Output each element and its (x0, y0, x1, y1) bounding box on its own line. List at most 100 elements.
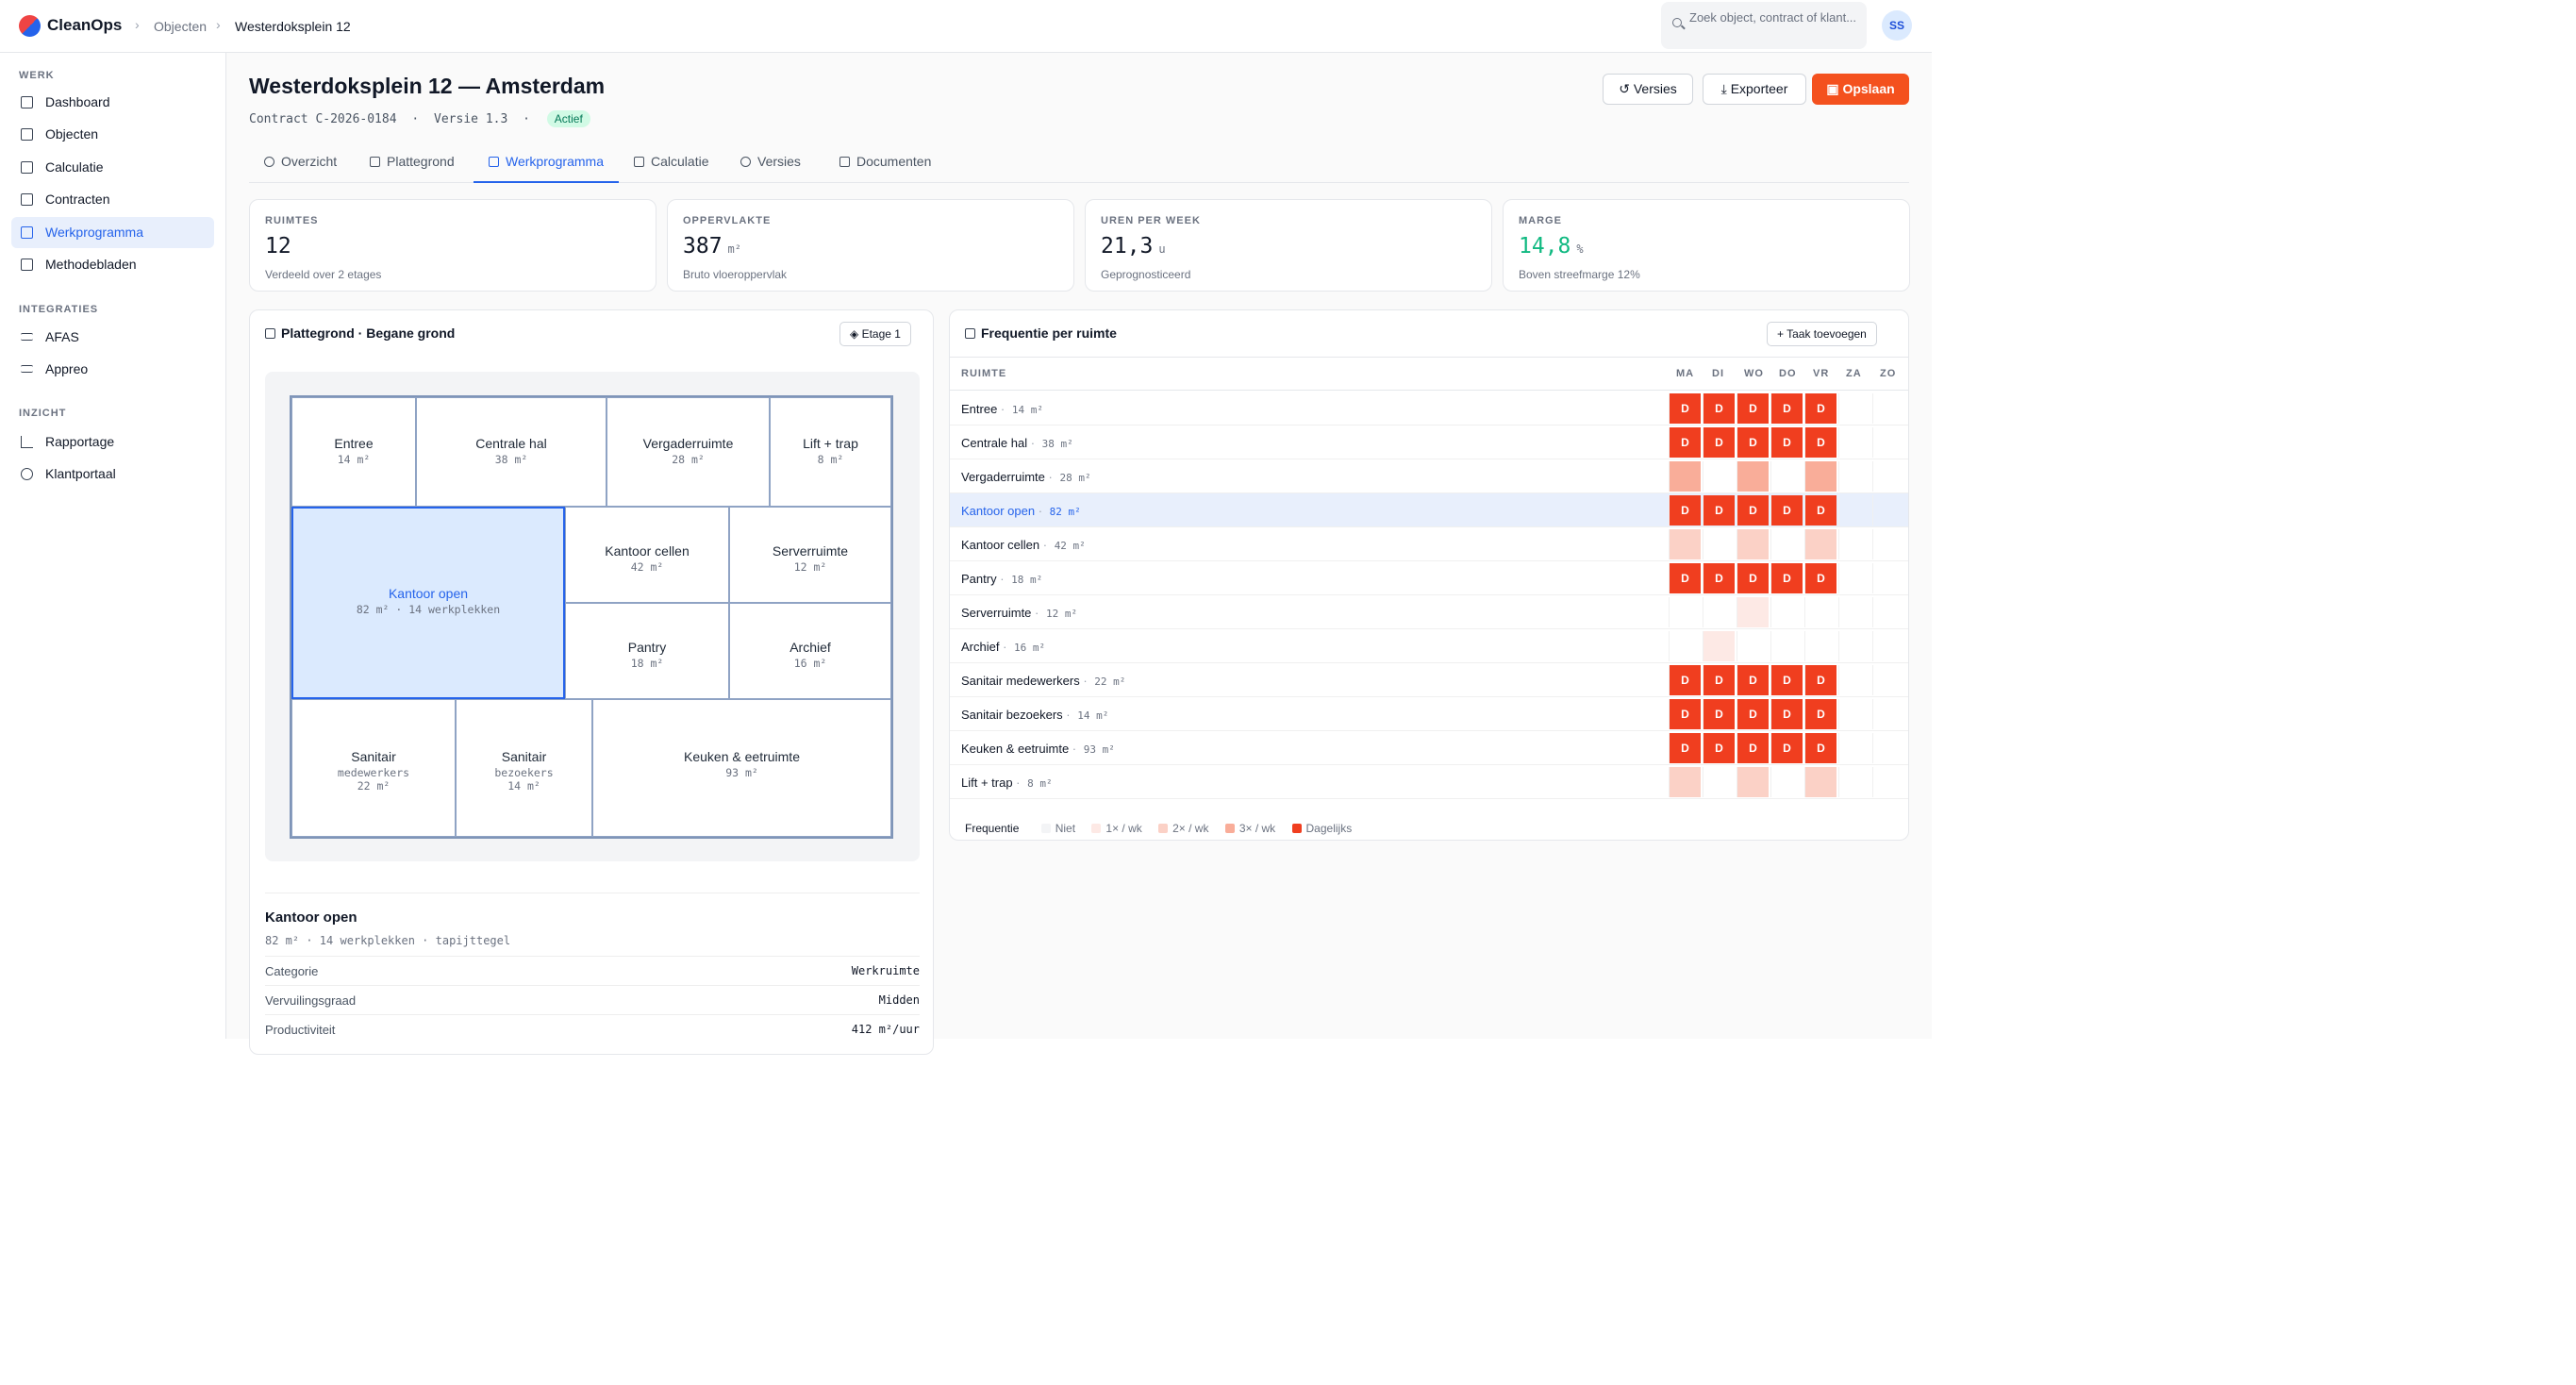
frequency-cell[interactable] (1838, 563, 1870, 593)
frequency-cell[interactable]: D (1669, 495, 1701, 526)
frequency-cell[interactable] (1872, 767, 1904, 797)
export-button[interactable]: ⤓ Exporteer (1703, 74, 1806, 105)
frequency-cell[interactable] (1838, 665, 1870, 695)
frequency-cell[interactable]: D (1804, 699, 1836, 729)
frequency-cell[interactable]: D (1737, 665, 1769, 695)
frequency-cell[interactable] (1703, 631, 1735, 661)
frequency-cell[interactable]: D (1703, 495, 1735, 526)
sidebar-item-methodebladen[interactable]: Methodebladen (11, 249, 214, 280)
frequency-cell[interactable]: D (1770, 495, 1803, 526)
frequency-cell[interactable] (1872, 427, 1904, 458)
frequency-cell[interactable] (1872, 733, 1904, 763)
frequency-cell[interactable]: D (1804, 733, 1836, 763)
frequency-cell[interactable] (1737, 461, 1769, 492)
frequency-cell[interactable] (1804, 529, 1836, 559)
frequency-cell[interactable] (1838, 393, 1870, 424)
frequency-cell[interactable] (1838, 733, 1870, 763)
frequency-cell[interactable]: D (1770, 733, 1803, 763)
frequency-cell[interactable]: D (1703, 665, 1735, 695)
frequency-row[interactable]: Centrale hal · 38 m² D D D D D (950, 426, 1908, 459)
search-box[interactable]: Zoek object, contract of klant... (1661, 2, 1867, 49)
frequency-cell[interactable] (1838, 495, 1870, 526)
frequency-cell[interactable] (1804, 767, 1836, 797)
sidebar-item-objecten[interactable]: Objecten (11, 119, 214, 150)
frequency-cell[interactable]: D (1737, 733, 1769, 763)
frequency-cell[interactable] (1770, 529, 1803, 559)
frequency-cell[interactable] (1669, 461, 1701, 492)
tab-calculatie[interactable]: Calculatie (619, 143, 723, 183)
room-lift-trap[interactable]: Lift + trap 8 m² (770, 397, 891, 507)
floor-selector-button[interactable]: ◈ Etage 1 (839, 322, 911, 346)
frequency-cell[interactable] (1737, 529, 1769, 559)
sidebar-item-appreo[interactable]: Appreo (11, 354, 214, 385)
frequency-cell[interactable]: D (1669, 563, 1701, 593)
tab-versies[interactable]: Versies (725, 143, 816, 183)
frequency-cell[interactable]: D (1804, 393, 1836, 424)
frequency-cell[interactable] (1838, 427, 1870, 458)
frequency-cell[interactable] (1804, 597, 1836, 627)
frequency-cell[interactable] (1872, 597, 1904, 627)
frequency-row[interactable]: Archief · 16 m² (950, 629, 1908, 663)
frequency-cell[interactable]: D (1737, 393, 1769, 424)
frequency-cell[interactable] (1804, 631, 1836, 661)
room-serverruimte[interactable]: Serverruimte 12 m² (729, 507, 891, 603)
frequency-cell[interactable]: D (1770, 665, 1803, 695)
frequency-row[interactable]: Vergaderruimte · 28 m² (950, 459, 1908, 493)
sidebar-item-dashboard[interactable]: Dashboard (11, 87, 214, 118)
frequency-cell[interactable]: D (1669, 393, 1701, 424)
user-avatar[interactable]: SS (1882, 10, 1912, 41)
frequency-row[interactable]: Kantoor cellen · 42 m² (950, 527, 1908, 561)
frequency-row[interactable]: Serverruimte · 12 m² (950, 595, 1908, 629)
frequency-cell[interactable]: D (1669, 665, 1701, 695)
frequency-cell[interactable] (1872, 461, 1904, 492)
frequency-cell[interactable] (1703, 529, 1735, 559)
frequency-cell[interactable] (1838, 699, 1870, 729)
frequency-cell[interactable] (1838, 767, 1870, 797)
frequency-cell[interactable] (1737, 767, 1769, 797)
frequency-cell[interactable] (1669, 529, 1701, 559)
sidebar-item-afas[interactable]: AFAS (11, 322, 214, 353)
frequency-cell[interactable] (1703, 461, 1735, 492)
versions-button[interactable]: ↺ Versies (1603, 74, 1693, 105)
frequency-cell[interactable]: D (1669, 699, 1701, 729)
cleanops-logo-icon[interactable] (19, 15, 41, 37)
save-button[interactable]: ▣ Opslaan (1812, 74, 1909, 105)
frequency-cell[interactable] (1737, 631, 1769, 661)
room-pantry[interactable]: Pantry 18 m² (565, 603, 729, 699)
frequency-cell[interactable]: D (1804, 665, 1836, 695)
frequency-cell[interactable] (1838, 597, 1870, 627)
frequency-cell[interactable]: D (1703, 427, 1735, 458)
frequency-cell[interactable]: D (1770, 699, 1803, 729)
frequency-row[interactable]: Kantoor open · 82 m² D D D D D (950, 493, 1908, 527)
frequency-cell[interactable]: D (1703, 393, 1735, 424)
frequency-cell[interactable]: D (1737, 427, 1769, 458)
search-input[interactable]: Zoek object, contract of klant... (1689, 10, 1857, 25)
frequency-cell[interactable] (1770, 631, 1803, 661)
frequency-cell[interactable] (1804, 461, 1836, 492)
frequency-cell[interactable]: D (1703, 563, 1735, 593)
sidebar-item-rapportage[interactable]: Rapportage (11, 426, 214, 458)
frequency-cell[interactable] (1669, 631, 1701, 661)
frequency-cell[interactable] (1770, 461, 1803, 492)
frequency-cell[interactable] (1872, 665, 1904, 695)
room-kantoor-open[interactable]: Kantoor open 82 m² · 14 werkplekken (291, 507, 565, 699)
room-vergaderruimte[interactable]: Vergaderruimte 28 m² (607, 397, 770, 507)
frequency-cell[interactable]: D (1737, 495, 1769, 526)
frequency-cell[interactable] (1737, 597, 1769, 627)
frequency-cell[interactable] (1770, 597, 1803, 627)
room-kantoor-cellen[interactable]: Kantoor cellen 42 m² (565, 507, 729, 603)
frequency-cell[interactable]: D (1770, 427, 1803, 458)
frequency-cell[interactable]: D (1669, 427, 1701, 458)
tab-overzicht[interactable]: Overzicht (249, 143, 352, 183)
frequency-cell[interactable]: D (1737, 699, 1769, 729)
frequency-cell[interactable]: D (1703, 733, 1735, 763)
app-name[interactable]: CleanOps (47, 16, 123, 34)
frequency-cell[interactable] (1838, 631, 1870, 661)
frequency-cell[interactable] (1703, 597, 1735, 627)
frequency-row[interactable]: Entree · 14 m² D D D D D (950, 392, 1908, 426)
frequency-row[interactable]: Sanitair bezoekers · 14 m² D D D D D (950, 697, 1908, 731)
frequency-cell[interactable]: D (1804, 563, 1836, 593)
frequency-cell[interactable] (1872, 563, 1904, 593)
frequency-cell[interactable]: D (1770, 563, 1803, 593)
room-sanitair-medewerkers[interactable]: Sanitair medewerkers 22 m² (291, 699, 456, 837)
